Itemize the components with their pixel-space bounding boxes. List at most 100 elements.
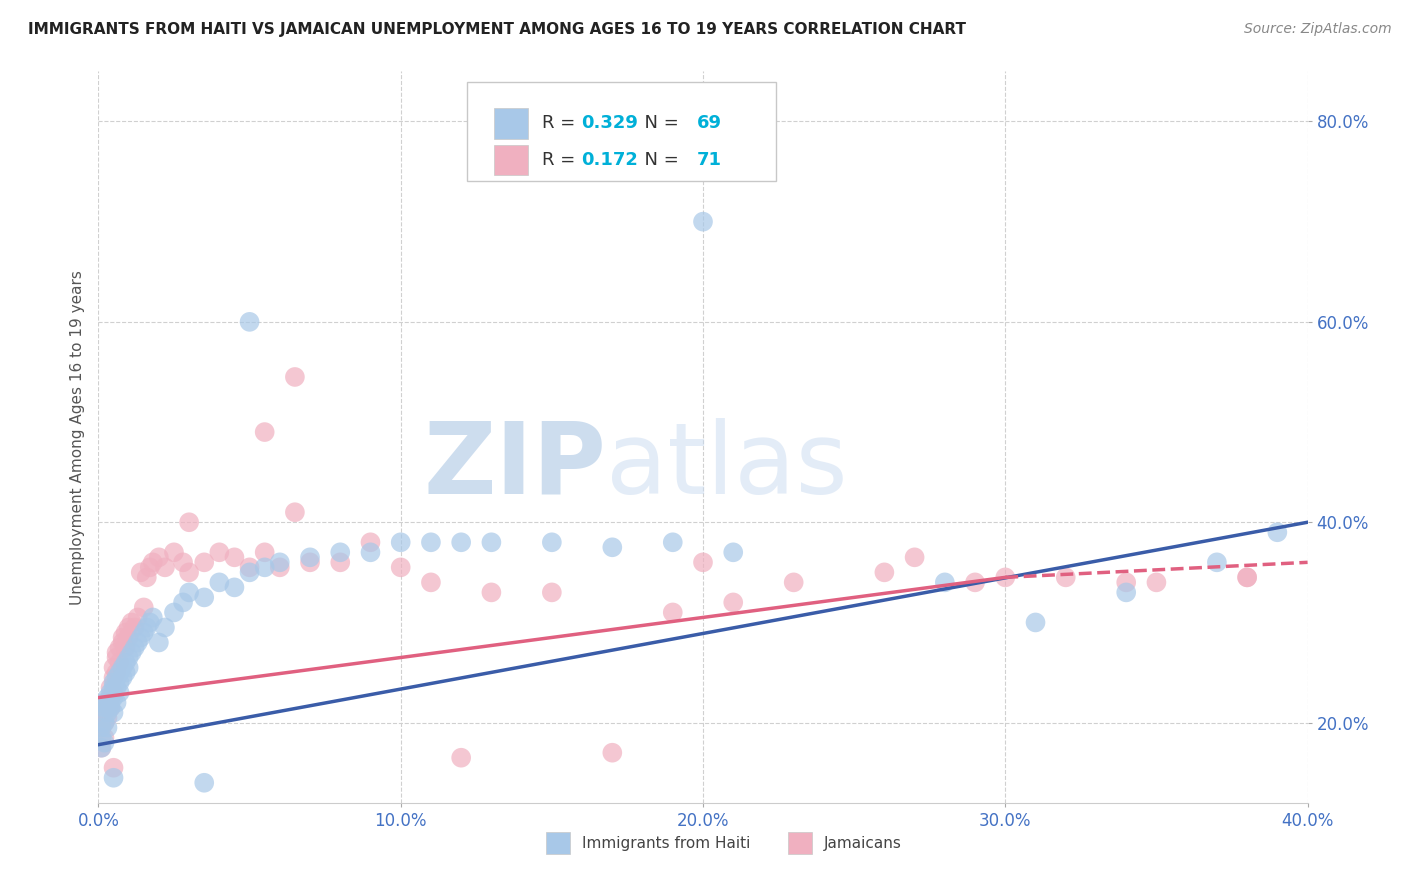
- Point: [111, 671, 134, 685]
- Point: [239, 566, 262, 580]
- Point: [100, 685, 122, 699]
- Y-axis label: Unemployment Among Ages 16 to 19 years: Unemployment Among Ages 16 to 19 years: [69, 269, 84, 605]
- Point: [114, 665, 136, 680]
- Point: [253, 545, 276, 559]
- Point: [148, 635, 170, 649]
- Point: [103, 671, 125, 685]
- Point: [239, 560, 262, 574]
- Point: [224, 580, 246, 594]
- FancyBboxPatch shape: [787, 832, 811, 854]
- Point: [148, 550, 170, 565]
- Point: [111, 635, 134, 649]
- Text: Source: ZipAtlas.com: Source: ZipAtlas.com: [1244, 22, 1392, 37]
- Point: [93, 715, 115, 730]
- Point: [208, 545, 231, 559]
- Point: [1115, 585, 1137, 599]
- Text: 71: 71: [697, 151, 721, 169]
- Text: N =: N =: [633, 114, 685, 132]
- Point: [360, 545, 382, 559]
- Point: [103, 690, 125, 705]
- Point: [723, 595, 745, 609]
- Point: [239, 315, 262, 329]
- Point: [108, 640, 131, 655]
- Point: [118, 620, 141, 634]
- Point: [389, 560, 412, 574]
- Point: [208, 575, 231, 590]
- Point: [100, 681, 122, 695]
- Point: [90, 731, 112, 745]
- FancyBboxPatch shape: [494, 108, 527, 138]
- Point: [1054, 570, 1077, 584]
- Point: [299, 555, 322, 569]
- Point: [96, 700, 118, 714]
- Point: [450, 535, 472, 549]
- Point: [93, 706, 115, 720]
- Point: [420, 535, 443, 549]
- Point: [118, 660, 141, 674]
- FancyBboxPatch shape: [494, 145, 527, 175]
- Point: [389, 535, 412, 549]
- Point: [93, 715, 115, 730]
- Point: [135, 620, 157, 634]
- Point: [129, 566, 152, 580]
- Text: R =: R =: [543, 151, 581, 169]
- Point: [540, 585, 562, 599]
- Point: [118, 631, 141, 645]
- Point: [193, 591, 215, 605]
- Point: [93, 696, 115, 710]
- Point: [108, 656, 131, 670]
- Point: [105, 671, 128, 685]
- Point: [124, 620, 146, 634]
- Point: [111, 631, 134, 645]
- Point: [481, 535, 503, 549]
- Point: [179, 566, 201, 580]
- Point: [96, 711, 118, 725]
- Point: [100, 690, 122, 705]
- Point: [602, 541, 624, 555]
- Point: [90, 721, 112, 735]
- Text: R =: R =: [543, 114, 581, 132]
- Point: [90, 721, 112, 735]
- Point: [96, 700, 118, 714]
- Text: 0.172: 0.172: [581, 151, 638, 169]
- Point: [121, 646, 143, 660]
- Point: [723, 545, 745, 559]
- Point: [329, 545, 352, 559]
- Point: [105, 646, 128, 660]
- Point: [132, 625, 155, 640]
- Point: [193, 776, 215, 790]
- Point: [1144, 575, 1167, 590]
- Point: [1236, 570, 1258, 584]
- Point: [299, 550, 322, 565]
- Point: [100, 700, 122, 714]
- Point: [481, 585, 503, 599]
- Point: [179, 585, 201, 599]
- Point: [132, 600, 155, 615]
- Point: [105, 696, 128, 710]
- Point: [124, 640, 146, 655]
- Point: [661, 606, 683, 620]
- Point: [114, 640, 136, 655]
- Point: [121, 615, 143, 630]
- Point: [540, 535, 562, 549]
- Point: [1236, 570, 1258, 584]
- FancyBboxPatch shape: [467, 82, 776, 181]
- Point: [172, 595, 194, 609]
- Point: [103, 706, 125, 720]
- Point: [329, 555, 352, 569]
- Text: IMMIGRANTS FROM HAITI VS JAMAICAN UNEMPLOYMENT AMONG AGES 16 TO 19 YEARS CORRELA: IMMIGRANTS FROM HAITI VS JAMAICAN UNEMPL…: [28, 22, 966, 37]
- Point: [253, 560, 276, 574]
- Point: [111, 660, 134, 674]
- Point: [103, 761, 125, 775]
- Point: [994, 570, 1017, 584]
- Point: [139, 615, 162, 630]
- Point: [127, 635, 149, 649]
- Point: [105, 681, 128, 695]
- Point: [118, 650, 141, 665]
- Point: [284, 370, 307, 384]
- Point: [142, 610, 165, 624]
- Point: [360, 535, 382, 549]
- Point: [934, 575, 956, 590]
- Point: [114, 625, 136, 640]
- Point: [179, 515, 201, 529]
